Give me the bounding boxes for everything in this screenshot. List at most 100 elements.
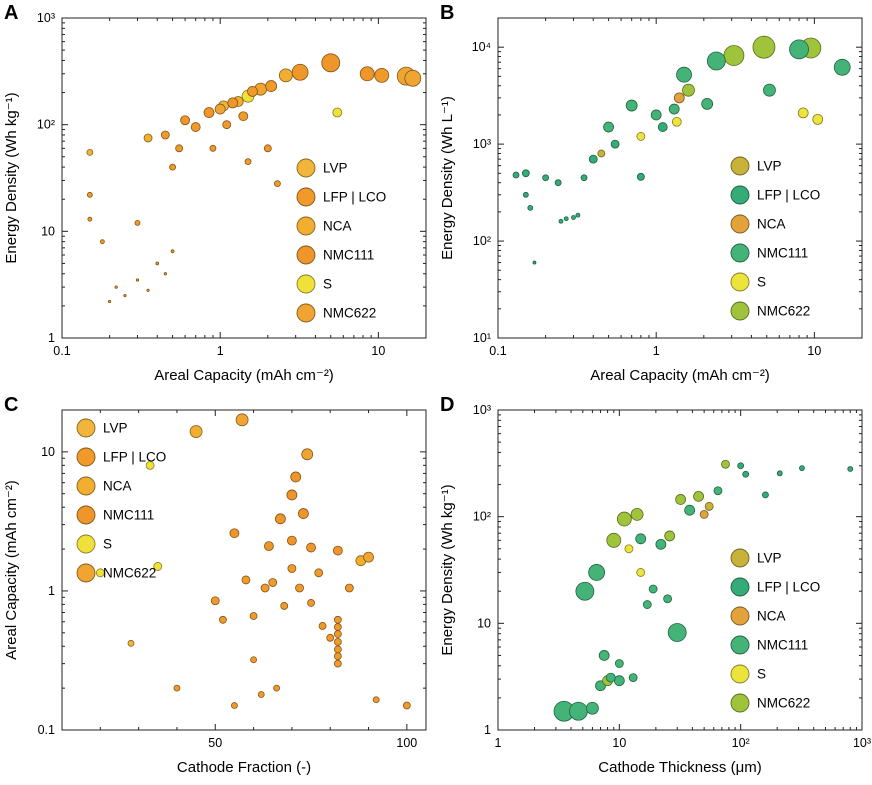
data-point	[636, 568, 646, 577]
data-point	[636, 172, 645, 181]
data-point	[723, 45, 745, 66]
legend-marker	[730, 664, 750, 684]
data-point	[321, 53, 341, 73]
data-point	[542, 174, 550, 182]
data-point	[264, 541, 274, 552]
y-axis-label: Energy Density (Wh kg⁻¹)	[3, 92, 20, 263]
data-point	[693, 490, 704, 502]
data-point	[87, 216, 93, 222]
data-point	[127, 639, 135, 647]
data-point	[222, 120, 232, 130]
data-point	[532, 260, 537, 265]
data-point	[290, 471, 302, 483]
data-point	[203, 107, 215, 118]
data-point	[189, 425, 203, 438]
data-point	[713, 486, 723, 496]
data-point	[624, 544, 634, 554]
data-point	[135, 278, 140, 282]
data-point	[250, 656, 257, 664]
legend-marker	[76, 476, 96, 496]
legend-marker	[730, 301, 750, 321]
data-point	[671, 116, 682, 127]
legend-label: LVP	[323, 161, 348, 176]
data-point	[636, 132, 646, 141]
axis-text: 1	[495, 736, 502, 750]
data-point	[273, 684, 280, 692]
data-point	[249, 612, 258, 620]
data-point	[227, 97, 239, 109]
data-point	[297, 508, 309, 519]
legend-marker	[296, 245, 316, 265]
axis-text: 0.1	[38, 723, 55, 737]
plot-box	[61, 409, 427, 731]
legend-marker	[730, 214, 750, 234]
data-point	[598, 650, 610, 661]
data-point	[563, 216, 569, 222]
data-point	[143, 133, 153, 143]
legend-marker	[296, 274, 316, 294]
legend-marker	[730, 156, 750, 176]
data-point	[571, 215, 576, 220]
data-point	[359, 66, 375, 82]
data-point	[163, 272, 167, 276]
data-point	[160, 130, 170, 140]
data-point	[247, 86, 258, 97]
data-point	[332, 107, 343, 118]
legend-label: S	[103, 537, 112, 552]
data-point	[314, 568, 324, 578]
data-point	[614, 659, 624, 668]
data-point	[675, 494, 687, 505]
data-point	[833, 58, 851, 76]
data-point	[333, 630, 342, 638]
data-point	[363, 551, 374, 563]
axes: 0.1 1 10 10¹ 10² 10³ 10⁴ Areal Capacity (mAh cm…	[439, 17, 863, 384]
data-point	[402, 701, 411, 710]
panel-B: B 0.1 1 10 10¹ 10² 10³ 10⁴ Areal Capacity (mAh …	[436, 0, 872, 392]
legend-label: S	[757, 275, 766, 290]
legend-label: NCA	[757, 609, 786, 624]
data-point	[673, 92, 685, 104]
data-point	[333, 638, 342, 646]
data-point	[752, 35, 776, 59]
data-point	[333, 623, 342, 631]
data-point	[280, 602, 289, 610]
data-point	[286, 489, 298, 501]
data-point	[606, 532, 622, 548]
data-point	[175, 144, 184, 153]
x-axis-label: Areal Capacity (mAh cm⁻²)	[590, 367, 770, 384]
legend-label: LVP	[757, 551, 782, 566]
data-point	[95, 568, 105, 578]
legend-label: S	[757, 667, 766, 682]
panel-letter-A: A	[4, 2, 19, 24]
legend-marker	[730, 693, 750, 713]
legend-marker	[730, 243, 750, 263]
data-point	[274, 513, 286, 525]
axis-text: 1	[653, 344, 660, 358]
legend: LVP LFP | LCO NCA NMC111 S NMC622	[76, 418, 166, 583]
data-points	[512, 35, 851, 265]
panel-letter-B: B	[440, 2, 455, 24]
legend-label: NMC111	[757, 246, 808, 261]
legend-label: NMC111	[323, 248, 374, 263]
data-point	[190, 122, 201, 132]
data-point	[586, 701, 599, 715]
axis-text: 10	[477, 616, 491, 630]
axis-text: 10²	[37, 118, 55, 132]
data-point	[210, 596, 220, 606]
data-point	[374, 67, 390, 83]
data-point	[721, 459, 730, 469]
data-point	[219, 615, 227, 624]
data-point	[295, 583, 304, 593]
data-point	[99, 239, 105, 245]
legend-marker	[730, 606, 750, 626]
axis-text: 10	[807, 344, 821, 358]
axis-text: 10³	[853, 736, 871, 750]
axis-text: 10²	[473, 510, 491, 524]
data-point	[146, 288, 150, 292]
data-point	[114, 285, 118, 289]
legend-marker	[76, 534, 96, 554]
data-point	[762, 491, 769, 499]
data-point	[155, 261, 160, 266]
data-point	[278, 68, 293, 83]
